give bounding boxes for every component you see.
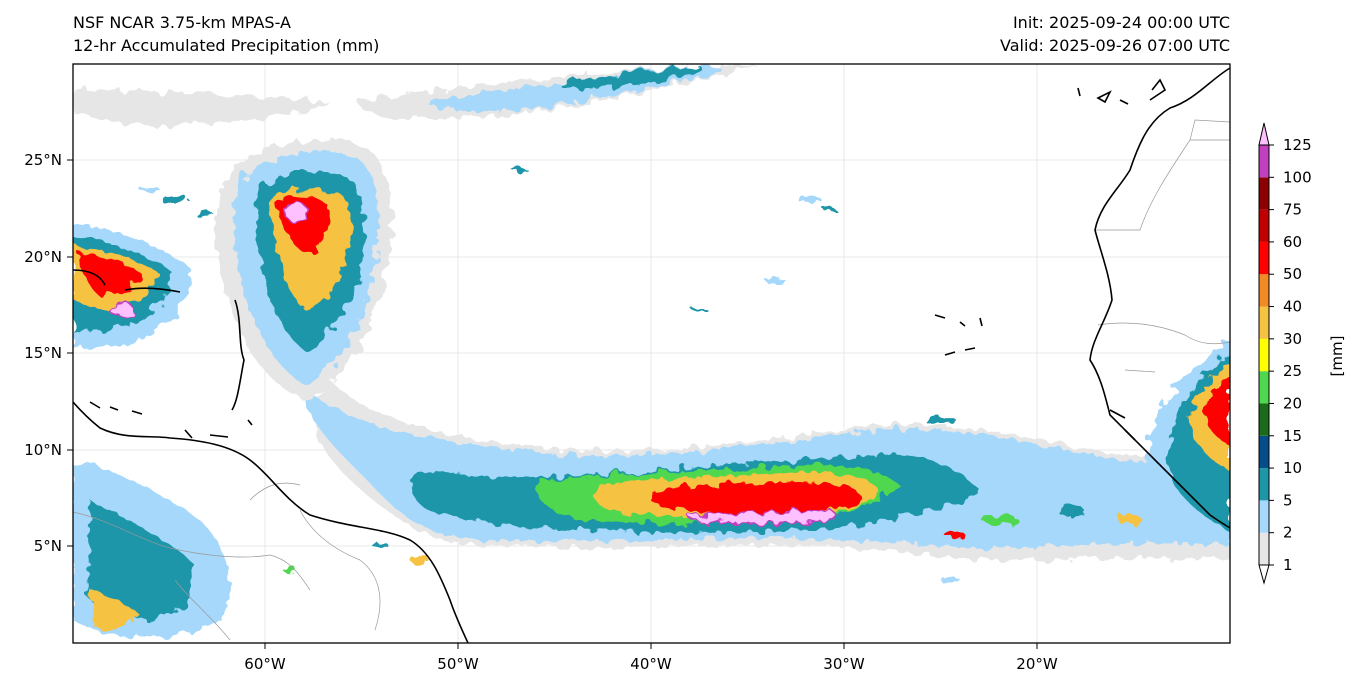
- colorbar-segment: [1259, 209, 1269, 242]
- colorbar-label: [mm]: [1328, 336, 1346, 377]
- colorbar-segment: [1259, 532, 1269, 565]
- lat-tick-label: 20°N: [24, 248, 62, 266]
- lat-tick-label: 5°N: [34, 537, 62, 555]
- valid-time: Valid: 2025-09-26 07:00 UTC: [999, 36, 1230, 55]
- colorbar-tick-label: 75: [1283, 201, 1302, 219]
- precip-itcz-50mm: [650, 481, 861, 514]
- precip-west-50mm: [78, 252, 142, 296]
- colorbar-segment: [1259, 500, 1269, 533]
- precip-sa-30mm: [90, 590, 140, 630]
- colorbar-extend-min: [1258, 564, 1270, 585]
- coastlines: [73, 67, 1230, 643]
- lon-tick-label: 50°W: [437, 655, 479, 673]
- country-borders: [73, 119, 1230, 641]
- precip-itcz-100mm: [687, 509, 836, 525]
- coast-cape-verde: [934, 314, 983, 356]
- field-title: 12-hr Accumulated Precipitation (mm): [73, 36, 380, 55]
- colorbar-tick-label: 50: [1283, 265, 1302, 283]
- colorbar-segment: [1259, 403, 1269, 436]
- colorbar-segment: [1259, 145, 1269, 178]
- colorbar-tick-label: 125: [1283, 136, 1312, 154]
- coast-caribbean: [73, 269, 245, 411]
- coast-lesser-antilles: [89, 401, 253, 439]
- colorbar-tick-label: 10: [1283, 459, 1302, 477]
- colorbar-tick-label: 15: [1283, 427, 1302, 445]
- precip-field: [73, 65, 1230, 637]
- colorbar-tick-label: 25: [1283, 362, 1302, 380]
- init-time: Init: 2025-09-24 00:00 UTC: [1012, 13, 1230, 32]
- colorbar-tick-label: 100: [1283, 168, 1312, 186]
- colorbar-segment: [1259, 177, 1269, 210]
- precip-nw-light: [73, 90, 330, 125]
- lat-tick-label: 10°N: [24, 441, 62, 459]
- colorbar-segment: [1259, 306, 1269, 339]
- coast-africa: [1089, 67, 1230, 529]
- colorbar-segment: [1259, 371, 1269, 404]
- precip-sa-5mm: [88, 500, 194, 621]
- colorbar-tick-label: 60: [1283, 233, 1302, 251]
- precip-africa-50mm: [1205, 375, 1230, 445]
- colorbar-tick-label: 2: [1283, 524, 1293, 542]
- lon-tick-label: 20°W: [1016, 655, 1058, 673]
- colorbar-segment: [1259, 435, 1269, 469]
- colorbar-segment: [1259, 241, 1269, 275]
- lon-tick-label: 40°W: [630, 655, 672, 673]
- colorbar-extend-max: [1258, 122, 1270, 146]
- colorbar-tick-label: 5: [1283, 491, 1293, 509]
- precip-speckle: [140, 168, 1142, 583]
- colorbar-tick-label: 40: [1283, 298, 1302, 316]
- map-tick-marks: [67, 159, 1038, 649]
- colorbar-segment: [1259, 468, 1269, 501]
- map-panel: [73, 64, 1230, 643]
- coast-guinea-islands: [1109, 409, 1136, 441]
- precip-storm-100mm: [283, 202, 309, 222]
- precip-west-100mm: [109, 302, 135, 318]
- colorbar-tick-label: 1: [1283, 556, 1293, 574]
- colorbar-segments: [1258, 144, 1270, 566]
- lat-tick-label: 15°N: [24, 344, 62, 362]
- colorbar-segment: [1259, 274, 1269, 307]
- colorbar-segment: [1259, 338, 1269, 372]
- lat-tick-label: 25°N: [24, 151, 62, 169]
- coast-canaries: [1077, 78, 1167, 105]
- lon-tick-label: 60°W: [244, 655, 286, 673]
- colorbar-tick-label: 20: [1283, 394, 1302, 412]
- lon-tick-label: 30°W: [823, 655, 865, 673]
- model-title: NSF NCAR 3.75-km MPAS-A: [73, 13, 291, 32]
- colorbar-tick-label: 30: [1283, 330, 1302, 348]
- coast-south-america: [73, 401, 469, 643]
- precip-north-5mm: [560, 66, 702, 89]
